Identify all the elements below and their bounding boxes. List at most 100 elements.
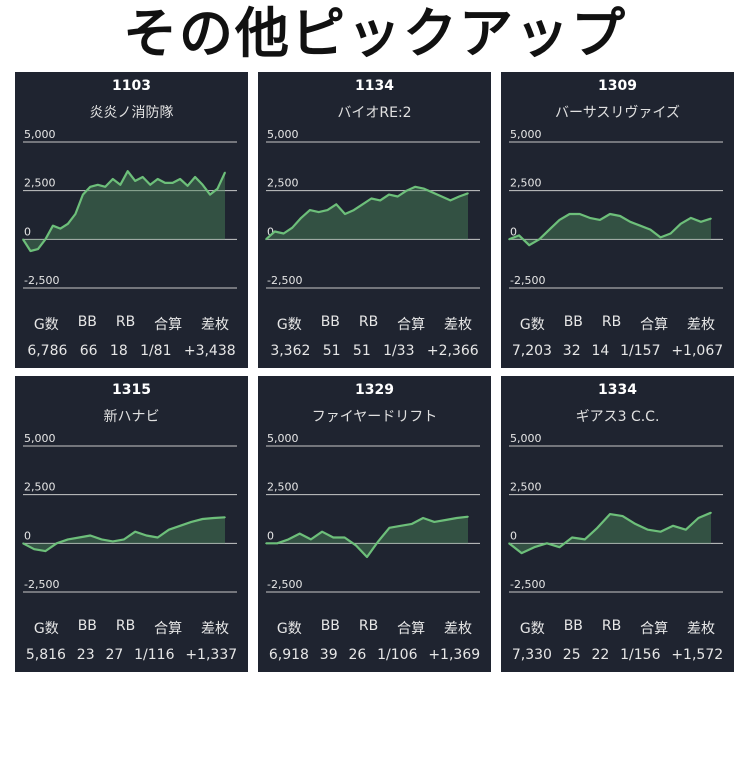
data-point xyxy=(321,530,323,533)
data-point xyxy=(171,182,174,184)
y-tick-label: 5,000 xyxy=(510,432,542,445)
stat-header-rb: RB xyxy=(358,314,379,330)
data-point xyxy=(274,230,276,233)
data-point xyxy=(224,171,226,174)
data-point xyxy=(548,228,551,231)
y-tick-label: 0 xyxy=(510,225,517,238)
y-tick-label: -2,500 xyxy=(24,274,59,287)
stat-bb: 39 xyxy=(319,647,338,663)
data-point xyxy=(201,518,204,520)
data-point xyxy=(639,224,642,227)
area-fill xyxy=(23,517,225,552)
stat-header-games: G数 xyxy=(33,621,59,637)
data-point xyxy=(649,228,652,231)
stat-combined: 1/33 xyxy=(383,343,415,359)
data-point xyxy=(126,170,129,172)
data-point xyxy=(89,186,92,188)
data-point xyxy=(29,250,32,252)
slot-card: 1309 バーサスリヴァイズ 5,000 2,500 0 -2,500 G数 BB R… xyxy=(501,72,734,368)
stat-diff: +1,369 xyxy=(428,647,481,663)
area-chart: 5,000 2,500 0 -2,500 xyxy=(265,128,480,289)
data-point xyxy=(433,521,436,523)
data-point xyxy=(697,517,700,519)
data-point xyxy=(179,525,181,527)
stats-table: G数 BB RB 合算 差枚 5,816 23 27 1/116 +1,337 xyxy=(15,618,248,663)
data-point xyxy=(629,221,631,223)
area-chart: 5,000 2,500 0 -2,500 xyxy=(508,128,723,289)
stat-rb: 22 xyxy=(591,647,610,663)
stat-diff: +1,337 xyxy=(185,647,238,663)
data-point xyxy=(310,538,312,541)
stat-games: 5,816 xyxy=(25,647,66,663)
data-point xyxy=(558,219,561,221)
stat-header-rb: RB xyxy=(358,618,379,634)
area-fill xyxy=(509,512,711,554)
y-tick-label: 2,500 xyxy=(24,177,56,190)
data-point xyxy=(568,213,571,215)
data-point xyxy=(647,528,649,531)
data-point xyxy=(179,178,181,180)
data-point xyxy=(186,185,189,187)
machine-number: 1334 xyxy=(598,382,637,398)
data-point xyxy=(456,517,458,519)
stat-header-diff: 差枚 xyxy=(444,317,473,333)
data-point xyxy=(422,517,424,519)
data-point xyxy=(265,238,267,241)
stat-diff: +1,067 xyxy=(671,343,724,359)
data-point xyxy=(558,546,561,548)
data-point xyxy=(571,536,573,539)
data-point xyxy=(265,542,267,545)
data-point xyxy=(520,552,523,554)
stat-header-games: G数 xyxy=(276,621,302,637)
stat-combined: 1/106 xyxy=(377,647,418,663)
stat-bb: 25 xyxy=(562,647,581,663)
stat-header-combined: 合算 xyxy=(397,317,426,333)
stat-header-combined: 合算 xyxy=(154,621,183,637)
data-point xyxy=(326,209,329,211)
data-point xyxy=(112,178,114,180)
data-point xyxy=(112,540,114,543)
data-point xyxy=(619,215,621,217)
slot-card: 1329 ファイヤードリフト 5,000 2,500 0 -2,500 G数 BB R… xyxy=(258,376,491,672)
area-fill xyxy=(266,186,468,240)
data-point xyxy=(423,187,425,190)
y-tick-label: -2,500 xyxy=(267,578,302,591)
data-point xyxy=(298,532,301,535)
data-point xyxy=(52,224,54,227)
data-point xyxy=(59,227,62,230)
stats-table: G数 BB RB 合算 差枚 3,362 51 51 1/33 +2,366 xyxy=(258,314,491,359)
y-tick-label: 2,500 xyxy=(267,481,299,494)
stats-table: G数 BB RB 合算 差枚 6,918 39 26 1/106 +1,369 xyxy=(258,618,491,663)
data-point xyxy=(458,195,460,198)
machine-number: 1315 xyxy=(112,382,151,398)
data-point xyxy=(134,180,136,182)
data-point xyxy=(343,536,346,539)
machine-number: 1103 xyxy=(112,78,151,94)
data-point xyxy=(634,523,637,525)
y-tick-label: 2,500 xyxy=(267,177,299,190)
stat-header-games: G数 xyxy=(33,317,59,333)
y-tick-label: 5,000 xyxy=(24,128,56,141)
data-point xyxy=(37,248,39,250)
machine-name: 新ハナビ xyxy=(103,409,160,425)
y-tick-label: -2,500 xyxy=(510,274,545,287)
data-point xyxy=(538,238,541,241)
page-title: その他ピックアップ xyxy=(123,2,627,65)
slot-card: 1334 ギアス3 C.C. 5,000 2,500 0 -2,500 G数 BB R… xyxy=(501,376,734,672)
data-point xyxy=(710,511,712,514)
stat-games: 3,362 xyxy=(270,343,311,359)
stat-header-rb: RB xyxy=(601,314,622,330)
stat-bb: 66 xyxy=(79,343,98,359)
data-point xyxy=(194,176,196,178)
data-point xyxy=(82,193,84,196)
y-tick-label: 5,000 xyxy=(267,128,299,141)
series-line xyxy=(22,170,226,253)
data-point xyxy=(672,525,674,527)
data-point xyxy=(209,193,211,196)
data-point xyxy=(399,525,402,527)
stat-header-games: G数 xyxy=(519,317,545,333)
stat-header-games: G数 xyxy=(519,621,545,637)
data-point xyxy=(213,517,215,519)
y-tick-label: 0 xyxy=(24,529,31,542)
data-point xyxy=(685,528,687,531)
